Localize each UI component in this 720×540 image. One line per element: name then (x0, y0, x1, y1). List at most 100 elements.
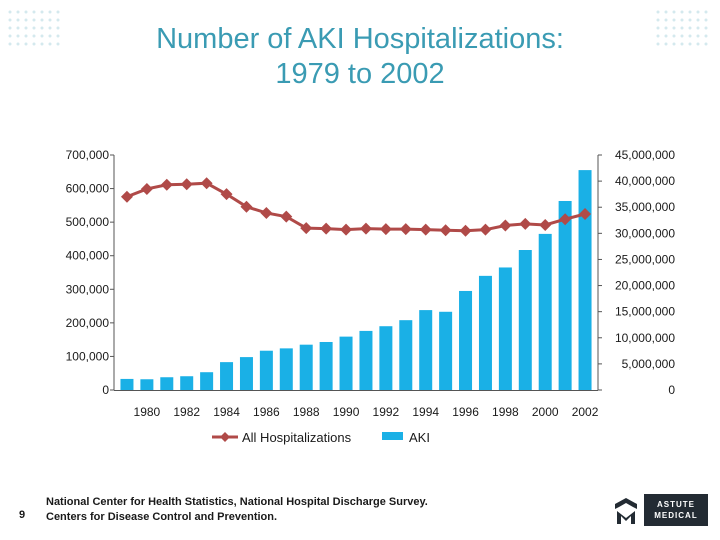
x-axis-tick-label: 2000 (532, 405, 559, 419)
decorative-dot (40, 18, 44, 22)
legend-label-all-hospitalizations: All Hospitalizations (242, 430, 352, 445)
decorative-dot (656, 10, 660, 14)
decorative-dot (680, 34, 684, 38)
decorative-dot (32, 42, 36, 46)
decorative-dot (48, 10, 52, 14)
aki-bar (399, 320, 413, 390)
aki-bar (140, 379, 154, 390)
left-axis-tick-label: 700,000 (66, 148, 110, 162)
title-line-2: 1979 to 2002 (275, 58, 445, 90)
x-axis-tick-label: 1988 (293, 405, 320, 419)
decorative-dot (40, 10, 44, 14)
decorative-dot (24, 26, 28, 30)
decorative-dot (56, 26, 60, 30)
decorative-dot (56, 42, 60, 46)
decorative-dot (704, 34, 708, 38)
all-hospitalizations-point (240, 200, 253, 213)
decorative-dot (16, 34, 20, 38)
left-axis-tick-label: 0 (102, 383, 109, 397)
aki-bar (279, 348, 293, 390)
decorative-dot (680, 26, 684, 30)
all-hospitalizations-point (180, 178, 193, 191)
decorative-dot (696, 18, 700, 22)
left-axis-tick-label: 500,000 (66, 215, 110, 229)
decorative-dot (56, 10, 60, 14)
decorative-dot (672, 34, 676, 38)
decorative-dot (704, 18, 708, 22)
all-hospitalizations-point (160, 178, 173, 191)
all-hospitalizations-point (519, 217, 532, 230)
decorative-dot (688, 18, 692, 22)
x-axis-tick-label: 2002 (572, 405, 599, 419)
all-hospitalizations-point (260, 206, 273, 219)
decorative-dot (24, 42, 28, 46)
all-hospitalizations-point (140, 182, 153, 195)
decorative-dot (680, 10, 684, 14)
decorative-dot (688, 10, 692, 14)
decorative-dot (8, 10, 12, 14)
decorative-dot (696, 42, 700, 46)
right-axis-tick-label: 0 (668, 383, 675, 397)
aki-bar (578, 170, 592, 390)
right-axis-tick-label: 25,000,000 (615, 252, 675, 266)
all-hospitalizations-point (359, 222, 372, 235)
decorative-dot (32, 34, 36, 38)
aki-bar (259, 350, 273, 390)
logo-line-2: MEDICAL (654, 511, 698, 520)
decorative-dot (24, 10, 28, 14)
all-hospitalizations-point (419, 223, 432, 236)
aki-bar (120, 378, 134, 390)
decorative-dot (48, 18, 52, 22)
decorative-dot (696, 34, 700, 38)
decorative-dot (656, 26, 660, 30)
all-hospitalizations-point (499, 219, 512, 232)
decorative-dot (16, 42, 20, 46)
decorative-dot (688, 26, 692, 30)
aki-bar (239, 357, 253, 390)
decorative-dot (8, 26, 12, 30)
decorative-dot (56, 34, 60, 38)
right-axis-tick-label: 20,000,000 (615, 279, 675, 293)
astute-medical-logo: ASTUTE MEDICAL (614, 494, 710, 526)
aki-bar (160, 377, 174, 390)
decorative-dot (664, 42, 668, 46)
right-axis-tick-label: 35,000,000 (615, 200, 675, 214)
x-axis-tick-label: 1996 (452, 405, 479, 419)
decorative-dot (664, 10, 668, 14)
aki-bar (200, 372, 214, 390)
decorative-dot (48, 42, 52, 46)
aki-bar (319, 341, 333, 390)
aki-bar (439, 311, 453, 390)
aki-bar (459, 290, 473, 390)
aki-bar (518, 250, 532, 390)
slide-number: 9 (19, 509, 26, 521)
left-axis-tick-label: 100,000 (66, 349, 110, 363)
right-axis-tick-label: 40,000,000 (615, 174, 675, 188)
decorative-dot (24, 18, 28, 22)
aki-bar (538, 233, 552, 390)
aki-bar (498, 267, 512, 390)
decorative-dot (32, 10, 36, 14)
x-axis-tick-label: 1992 (373, 405, 400, 419)
decorative-dots-left (8, 10, 60, 46)
source-citation: National Center for Health Statistics, N… (46, 495, 428, 525)
decorative-dot (672, 26, 676, 30)
decorative-dot (688, 34, 692, 38)
aki-bar (379, 326, 393, 390)
right-axis-tick-label: 5,000,000 (622, 357, 676, 371)
left-axis-tick-label: 300,000 (66, 282, 110, 296)
decorative-dot (16, 26, 20, 30)
left-axis-tick-label: 400,000 (66, 249, 110, 263)
source-line-1: National Center for Health Statistics, N… (46, 496, 428, 508)
x-axis-tick-label: 1990 (333, 405, 360, 419)
decorative-dot (664, 26, 668, 30)
all-hospitalizations-point (280, 210, 293, 223)
aki-bar (299, 344, 313, 390)
decorative-dot (672, 18, 676, 22)
all-hospitalizations-point (379, 223, 392, 236)
decorative-dots-right (656, 10, 708, 46)
title-line-1: Number of AKI Hospitalizations: (156, 23, 564, 55)
decorative-dot (56, 18, 60, 22)
decorative-dot (48, 26, 52, 30)
x-axis-tick-label: 1998 (492, 405, 519, 419)
